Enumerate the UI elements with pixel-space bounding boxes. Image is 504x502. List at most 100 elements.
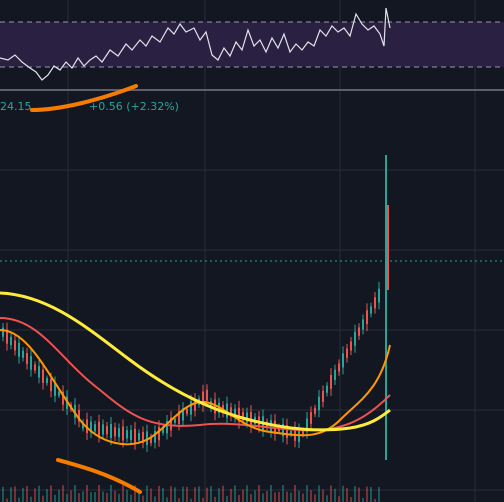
candle-body [246,412,248,423]
volume-bar [174,487,176,502]
candle-body [366,310,368,325]
volume-bar [234,485,236,502]
volume-bar [238,495,240,502]
volume-bar [266,491,268,502]
candle-body [210,401,212,409]
candle-body [350,341,352,351]
candle-body [290,430,292,436]
volume-bar [374,498,376,502]
volume-bar [38,485,40,502]
volume-bar [326,495,328,502]
volume-bar [346,488,348,502]
volume-bar [278,491,280,502]
volume-bar [18,497,20,502]
candle-body [338,363,340,372]
candle-body [26,353,28,365]
volume-bar [314,494,316,502]
candle-body [318,396,320,411]
volume-bar [30,496,32,502]
volume-bar [302,493,304,502]
volume-bar [290,492,292,502]
candle-body [114,427,116,437]
volume-bar [134,485,136,502]
candle-body [370,306,372,314]
volume-bar [142,495,144,502]
legend-change: +0.56 (+2.32%) [89,100,179,113]
candle-body [322,390,324,402]
candle-body [2,327,4,337]
volume-bar [262,493,264,502]
annotation-scribble [56,458,142,494]
candle-body [130,429,132,441]
candle-body [22,350,24,358]
candle-body [42,369,44,383]
volume-bar [62,485,64,502]
volume-bar [46,489,48,502]
candle-body [30,356,32,370]
candle-body [6,329,8,344]
volume-bar [178,498,180,502]
legend-value: 24.15 [0,100,32,113]
candle-body [150,436,152,444]
candle-body [194,398,196,411]
volume-bar [350,497,352,502]
annotation-scribble [30,84,138,112]
volume-bar [218,488,220,502]
volume-bar [122,485,124,502]
candle-body [214,399,216,414]
volume-bar [306,485,308,502]
volume-bar [82,491,84,502]
volume-bar [378,487,380,502]
candle-body [78,409,80,422]
volume-bar [158,485,160,502]
volume-bar [226,495,228,502]
candle-body [122,426,124,441]
volume-bar [282,485,284,502]
volume-bar [66,493,68,502]
volume-bar [186,486,188,502]
ma-red [0,317,391,432]
candle-body [362,319,364,330]
volume-bar [318,485,320,502]
candle-body [346,348,348,358]
volume-bar [370,487,372,502]
candle-body [234,408,236,418]
rsi-line [0,7,391,81]
candle-body [182,408,184,421]
volume-bar [130,494,132,502]
candle-body [34,364,36,371]
volume-bar [118,493,120,502]
volume-bar [230,488,232,502]
volume-bar [14,486,16,502]
candle-body [326,385,328,393]
volume-bar [206,487,208,502]
candle-body [314,407,316,414]
volume-bar [86,485,88,502]
candle-body [310,412,312,424]
candle-body [62,391,64,405]
volume-bar [258,485,260,502]
candle-body [334,369,336,380]
volume-bar [98,485,100,502]
volume-bar [110,485,112,502]
volume-bar [58,489,60,502]
candle-body [106,426,108,435]
volume-bar [102,491,104,502]
volume-bar [126,489,128,502]
candle-body [102,424,104,435]
volume-bar [2,486,4,502]
candle-body [118,428,120,438]
candle-body [162,427,164,433]
candle-body [230,407,232,417]
volume-bar [138,489,140,502]
candle-body [146,431,148,446]
candle-body [378,288,380,303]
volume-bar [250,494,252,502]
rsi-band [0,22,504,67]
volume-bar [150,488,152,502]
volume-bar [342,485,344,502]
candle-body [58,391,60,396]
volume-bar [334,488,336,502]
candle-body [354,331,356,346]
